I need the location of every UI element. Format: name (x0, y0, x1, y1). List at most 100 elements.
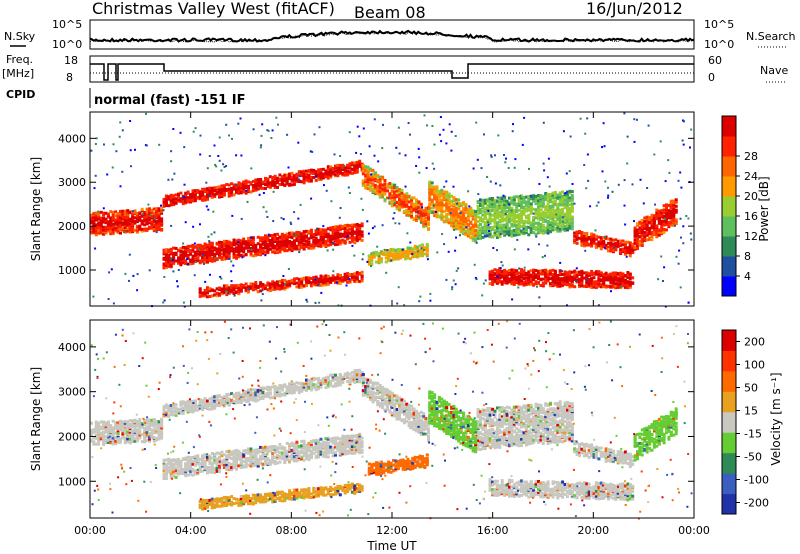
power-cells-cell (539, 277, 543, 281)
power-cbar-swatch (722, 196, 736, 217)
power-cells-noise-cell (475, 278, 478, 281)
power-cells-cell (389, 248, 393, 251)
power-cells-cell (128, 230, 132, 234)
power-cells-cell (235, 239, 238, 243)
power-cells-cell (126, 219, 130, 223)
power-cells-cell (99, 210, 103, 214)
power-cells-noise-cell (423, 249, 425, 252)
power-cells-cell (450, 199, 453, 203)
power-cells-cell (454, 209, 458, 213)
power-cells-cell (566, 215, 569, 219)
power-cells-cell (546, 207, 550, 211)
power-cells-noise-cell (220, 169, 223, 172)
power-cells-cell (626, 248, 630, 252)
power-cells-cell (111, 213, 115, 217)
power-cells-cell (556, 284, 560, 288)
power-cells-cell (517, 208, 521, 212)
power-cells-cell (640, 237, 644, 241)
power-cells-cell (119, 231, 122, 235)
power-cells-cell (621, 239, 625, 243)
power-cells-cell (288, 233, 292, 237)
power-cells-cell (614, 271, 618, 275)
power-cells-cell (191, 197, 195, 201)
power-cells-cell (300, 277, 304, 281)
vel-cells-cell (94, 436, 98, 440)
power-cells-cell (481, 219, 485, 223)
power-cells-cell (407, 211, 411, 215)
power-cells-cell (510, 271, 514, 275)
power-cells-cell (256, 250, 260, 254)
power-cells-noise-cell (472, 167, 475, 170)
power-cells-cell (488, 197, 492, 201)
power-cells-cell (203, 250, 207, 254)
power-cells-cell (305, 229, 308, 233)
power-cells-cell (645, 220, 649, 224)
power-cells-noise-cell (368, 145, 371, 148)
power-heatmap (90, 112, 693, 308)
power-cells-cell (300, 180, 304, 184)
power-cells-cell (210, 241, 214, 245)
power-cells-cell (114, 214, 118, 218)
power-cells-cell (276, 280, 279, 284)
power-cells-noise-cell (682, 242, 685, 245)
power-cells-cell (457, 212, 461, 216)
power-cbar-swatch (722, 116, 736, 137)
power-cells-cell (360, 233, 364, 237)
power-cells-cell (278, 284, 282, 288)
power-cells-cell (133, 216, 137, 220)
power-cells-noise-cell (507, 202, 509, 204)
power-cells-cell (413, 244, 417, 248)
power-cells-cell (594, 286, 598, 290)
power-cells-cell (549, 282, 552, 286)
power-cells-cell (551, 211, 555, 215)
power-cells-cell (278, 245, 282, 249)
power-cells-cell (271, 234, 275, 237)
power-cells-cell (422, 218, 426, 222)
power-cells-cell (512, 230, 516, 234)
power-cbar-swatch (722, 256, 736, 277)
power-cells-cell (198, 252, 202, 256)
power-cells-cell (558, 214, 562, 218)
power-cells-cell (527, 195, 531, 198)
power-cells-noise-cell (487, 221, 489, 224)
power-cells-noise-cell (511, 298, 514, 301)
power-cells-cell (393, 190, 397, 194)
power-cells-cell (621, 284, 625, 288)
power-cells-cell (440, 200, 444, 204)
power-cells-cell (208, 287, 212, 291)
power-cells-cell (232, 284, 236, 288)
power-cells-cell (558, 218, 562, 222)
power-cells-cell (493, 207, 497, 210)
power-cells-cell (329, 240, 333, 243)
power-cells-cell (590, 281, 594, 285)
power-cells-cell (486, 211, 490, 215)
power-cells-cell (172, 194, 176, 198)
power-cells-cell (512, 200, 516, 204)
power-cells-cell (498, 230, 502, 234)
power-cells-cell (208, 255, 212, 259)
noise-left-tick-top: 10^5 (52, 18, 82, 31)
power-cells-cell (251, 189, 255, 193)
power-cells-cell (566, 192, 569, 196)
power-cells-cell (196, 196, 200, 199)
power-cells-cell (135, 228, 139, 232)
power-ytick-label: 3000 (58, 176, 86, 189)
power-cells-cell (331, 236, 335, 239)
power-cells-cell (196, 189, 200, 193)
power-cells-cell (307, 179, 311, 183)
power-cells-cell (371, 182, 375, 186)
power-cells-cell (242, 182, 246, 186)
power-cells-cell (500, 223, 504, 227)
power-cells-cell (220, 287, 224, 291)
power-cells-cell (394, 256, 398, 260)
power-cells-cell (660, 224, 664, 228)
power-cells-cell (302, 181, 306, 185)
power-cells-cell (371, 172, 375, 176)
power-cells-cell (162, 264, 166, 268)
power-cells-cell (355, 276, 359, 280)
power-cells-cell (198, 190, 202, 194)
power-cells-cell (261, 249, 265, 253)
power-cells-cell (220, 193, 224, 197)
power-cells-cell (350, 226, 354, 230)
power-cells-cell (90, 216, 93, 220)
